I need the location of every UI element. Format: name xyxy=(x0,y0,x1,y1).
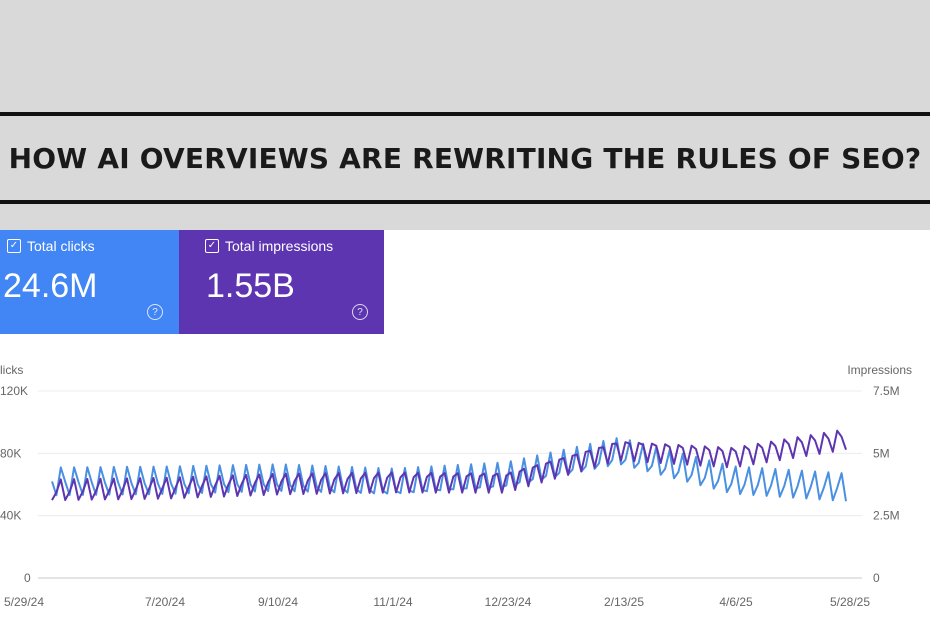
left-axis-label: licks xyxy=(0,363,23,377)
x-tick-label: 5/29/24 xyxy=(4,595,44,609)
right-tick-label: 7.5M xyxy=(873,384,900,398)
left-tick-label: 40K xyxy=(0,509,21,523)
total-impressions-value: 1.55B xyxy=(206,267,295,305)
left-tick-label: 80K xyxy=(0,446,21,460)
help-icon[interactable]: ? xyxy=(147,304,163,320)
left-axis: 120K 80K 40K 0 xyxy=(0,384,31,585)
x-tick-label: 12/23/24 xyxy=(485,595,532,609)
x-tick-label: 9/10/24 xyxy=(258,595,298,609)
x-tick-label: 4/6/25 xyxy=(719,595,753,609)
right-tick-label: 5M xyxy=(873,446,890,460)
total-clicks-value: 24.6M xyxy=(3,267,98,305)
performance-chart: licks Impressions 120K 80K 40K 0 7.5M 5M 2.5M… xyxy=(0,363,912,609)
checkbox-icon[interactable]: ✓ xyxy=(205,239,219,253)
x-axis: 5/29/24 7/20/24 9/10/24 11/1/24 12/23/24 2/13… xyxy=(4,595,870,609)
x-tick-label: 11/1/24 xyxy=(373,595,412,609)
right-axis: 7.5M 5M 2.5M 0 xyxy=(873,384,900,585)
impressions-series-line xyxy=(51,429,847,501)
series-lines xyxy=(51,429,847,502)
total-clicks-card[interactable]: ✓ Total clicks 24.6M ? xyxy=(0,230,179,334)
help-icon[interactable]: ? xyxy=(352,304,368,320)
x-tick-label: 5/28/25 xyxy=(830,595,870,609)
total-impressions-card[interactable]: ✓ Total impressions 1.55B ? xyxy=(179,230,384,334)
right-tick-label: 2.5M xyxy=(873,509,900,523)
right-axis-label: Impressions xyxy=(847,363,912,377)
x-tick-label: 7/20/24 xyxy=(145,595,185,609)
x-tick-label: 2/13/25 xyxy=(604,595,644,609)
total-impressions-label: Total impressions xyxy=(225,238,334,254)
headline: HOW AI OVERVIEWS ARE REWRITING THE RULES… xyxy=(8,141,922,175)
left-tick-label: 120K xyxy=(0,384,28,398)
grid-lines xyxy=(38,390,862,579)
headline-box: HOW AI OVERVIEWS ARE REWRITING THE RULES… xyxy=(0,112,930,204)
total-clicks-label: Total clicks xyxy=(27,238,95,254)
left-tick-label: 0 xyxy=(24,571,31,585)
right-tick-label: 0 xyxy=(873,571,880,585)
checkbox-icon[interactable]: ✓ xyxy=(7,239,21,253)
